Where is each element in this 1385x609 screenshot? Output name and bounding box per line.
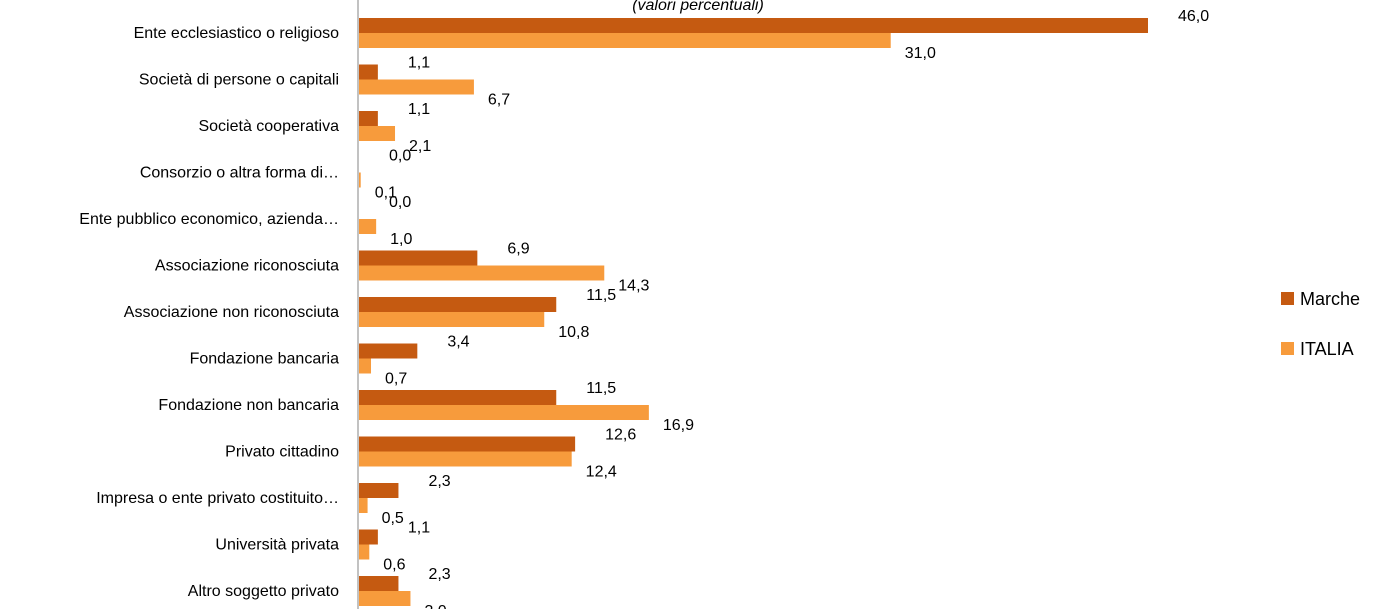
data-label-marche: 2,3	[428, 566, 450, 583]
category-labels-group: Ente ecclesiastico o religioso Società di…	[79, 25, 339, 600]
data-label-italia: 0,5	[382, 510, 404, 527]
category-label: Società di persone o capitali	[139, 72, 339, 89]
legend-swatch-italia	[1281, 342, 1294, 355]
data-label-marche: 11,5	[586, 380, 616, 397]
data-label-italia: 0,7	[385, 371, 407, 388]
bar-marche	[359, 529, 378, 545]
data-label-marche: 2,3	[428, 473, 450, 490]
bar-italia	[359, 312, 545, 327]
bar-italia	[359, 33, 891, 48]
category-label: Società cooperativa	[198, 118, 339, 135]
bar-italia	[359, 79, 474, 95]
bar-marche	[359, 64, 378, 80]
data-label-marche: 1,1	[408, 101, 430, 118]
category-label: Università privata	[215, 537, 339, 554]
bar-italia	[359, 544, 370, 560]
data-label-italia: 12,4	[586, 464, 617, 481]
bar-italia	[359, 591, 411, 606]
data-label-italia: 31,0	[905, 45, 936, 62]
legend-swatch-marche	[1281, 292, 1294, 305]
category-label: Ente pubblico economico, azienda…	[79, 211, 339, 228]
chart-subtitle: (valori percentuali)	[632, 0, 764, 14]
bar-italia	[359, 405, 649, 420]
bar-italia	[359, 358, 372, 374]
category-label: Associazione non riconosciuta	[124, 304, 339, 321]
category-label: Fondazione bancaria	[190, 351, 340, 368]
category-label: Consorzio o altra forma di…	[140, 165, 339, 182]
bar-marche	[359, 576, 399, 591]
data-label-italia: 14,3	[618, 278, 649, 295]
category-label: Impresa o ente privato costituito…	[96, 490, 339, 507]
data-label-marche: 0,0	[389, 148, 411, 165]
bar-italia	[359, 219, 377, 234]
bar-italia	[359, 172, 361, 188]
bar-marche	[359, 111, 378, 126]
legend: Marche ITALIA	[1281, 289, 1360, 359]
bars-group	[359, 18, 1148, 606]
bar-marche	[359, 297, 557, 312]
data-label-marche: 3,4	[447, 334, 469, 351]
bar-marche	[359, 250, 478, 266]
data-label-marche: 11,5	[586, 287, 616, 304]
category-label: Privato cittadino	[225, 444, 339, 461]
category-label: Ente ecclesiastico o religioso	[134, 25, 340, 42]
category-label: Associazione riconosciuta	[155, 258, 339, 275]
data-label-italia: 1,0	[390, 231, 412, 248]
bar-italia	[359, 498, 368, 513]
data-label-marche: 1,1	[408, 520, 430, 537]
data-label-marche: 0,0	[389, 194, 411, 211]
data-label-marche: 46,0	[1178, 8, 1209, 25]
data-label-italia: 10,8	[558, 324, 589, 341]
bar-italia	[359, 126, 396, 141]
bar-marche	[359, 436, 576, 452]
data-label-marche: 6,9	[507, 241, 529, 258]
category-label: Fondazione non bancaria	[158, 397, 339, 414]
legend-label-marche: Marche	[1300, 289, 1360, 309]
value-labels-group: 46,031,01,16,71,12,10,00,10,01,06,914,31…	[375, 8, 1210, 609]
data-label-marche: 12,6	[605, 427, 636, 444]
data-label-italia: 6,7	[488, 92, 510, 109]
legend-label-italia: ITALIA	[1300, 339, 1354, 359]
bar-marche	[359, 483, 399, 498]
data-label-italia: 16,9	[663, 417, 694, 434]
bar-italia	[359, 451, 572, 467]
bar-marche	[359, 343, 418, 359]
data-label-italia: 0,1	[375, 185, 397, 202]
data-label-italia: 0,6	[383, 557, 405, 574]
bar-marche	[359, 390, 557, 405]
data-label-marche: 1,1	[408, 55, 430, 72]
data-label-italia: 3,0	[424, 603, 446, 609]
data-label-italia: 2,1	[409, 138, 431, 155]
bar-italia	[359, 265, 605, 281]
bar-marche	[359, 18, 1148, 33]
category-label: Altro soggetto privato	[188, 583, 339, 600]
